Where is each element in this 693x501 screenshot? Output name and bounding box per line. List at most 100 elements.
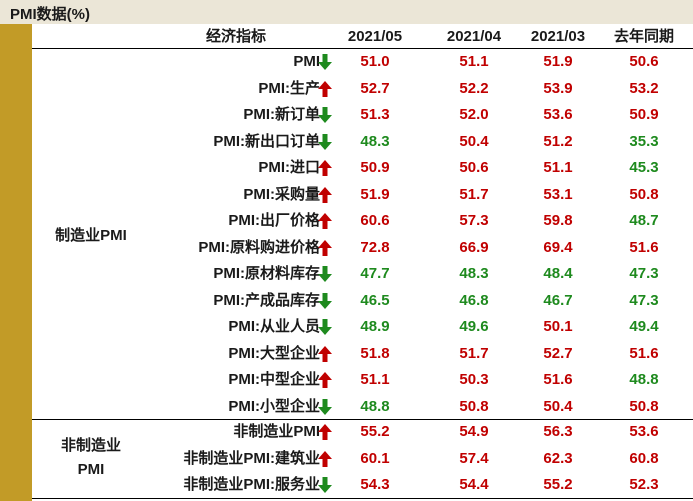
value-2021-03: 55.2: [543, 476, 573, 493]
indicator-name: PMI:新订单: [243, 106, 320, 123]
value-2021-05: 51.0: [360, 53, 390, 70]
value-2021-04: 50.8: [459, 397, 489, 415]
arrow-up-icon: [318, 341, 336, 368]
value-last-year: 51.6: [629, 344, 659, 362]
value-2021-05: 48.9: [360, 318, 390, 335]
value-2021-03: 53.1: [543, 185, 573, 203]
table-row: 非制造业PMI:建筑业 60.1 57.4 62.3 60.8: [0, 446, 693, 473]
indicator-name: PMI:采购量: [243, 185, 320, 203]
table-row: PMI 51.0 51.1 51.9 50.6: [0, 49, 693, 76]
value-2021-05: 51.8: [360, 344, 390, 362]
value-2021-05: 52.7: [360, 79, 390, 97]
value-2021-04: 57.4: [459, 449, 489, 467]
value-2021-05: 50.9: [360, 159, 390, 176]
value-last-year: 48.7: [629, 212, 659, 229]
table-row: PMI:进口 50.9 50.6 51.1 45.3: [0, 155, 693, 182]
value-last-year: 53.2: [629, 79, 659, 97]
table-row: 非制造业PMI:服务业 54.3 54.4 55.2 52.3: [0, 472, 693, 499]
value-last-year: 52.3: [629, 476, 659, 493]
value-last-year: 51.6: [629, 238, 659, 256]
accent-strip: [0, 24, 32, 501]
table-row: PMI:原料购进价格 72.8 66.9 69.4 51.6: [0, 235, 693, 262]
arrow-up-icon: [318, 155, 336, 182]
group-label-nonmanufacturing-line2: PMI: [77, 461, 105, 478]
value-2021-04: 51.7: [459, 185, 489, 203]
arrow-down-icon: [318, 129, 336, 156]
value-2021-04: 54.4: [459, 476, 489, 493]
value-2021-04: 54.9: [459, 423, 489, 440]
arrow-down-icon: [318, 49, 336, 76]
value-last-year: 50.9: [629, 106, 659, 123]
value-2021-05: 48.8: [360, 397, 390, 415]
indicator-name: PMI:出厂价格: [228, 212, 320, 229]
value-2021-03: 53.6: [543, 106, 573, 123]
arrow-up-icon: [318, 208, 336, 235]
arrow-down-icon: [318, 102, 336, 129]
arrow-down-icon: [318, 394, 336, 421]
indicator-name: PMI:新出口订单: [213, 132, 320, 150]
value-2021-03: 51.2: [543, 132, 573, 150]
indicator-name: PMI:产成品库存: [213, 291, 320, 309]
value-2021-03: 56.3: [543, 423, 573, 440]
arrow-up-icon: [318, 446, 336, 473]
value-last-year: 50.6: [629, 53, 659, 70]
indicator-name: PMI: [293, 53, 320, 70]
arrow-down-icon: [318, 288, 336, 315]
indicator-name: PMI:小型企业: [228, 397, 320, 415]
indicator-name: PMI:中型企业: [228, 371, 320, 388]
table-row: PMI:产成品库存 46.5 46.8 46.7 47.3: [0, 288, 693, 315]
indicator-name: PMI:从业人员: [228, 318, 320, 335]
indicator-name: 非制造业PMI: [233, 423, 320, 440]
header-indicator: 经济指标: [205, 28, 266, 45]
value-last-year: 53.6: [629, 423, 659, 440]
indicator-name: PMI:进口: [258, 159, 320, 176]
arrow-up-icon: [318, 419, 336, 446]
table-row: PMI:生产 52.7 52.2 53.9 53.2: [0, 76, 693, 103]
title-bar: PMI数据(%): [0, 0, 693, 24]
value-2021-04: 50.6: [459, 159, 489, 176]
arrow-up-icon: [318, 235, 336, 262]
value-2021-03: 59.8: [543, 212, 573, 229]
table-row: PMI:中型企业 51.1 50.3 51.6 48.8: [0, 367, 693, 394]
table-row: PMI:新订单 51.3 52.0 53.6 50.9: [0, 102, 693, 129]
value-2021-03: 52.7: [543, 344, 573, 362]
indicator-name: PMI:大型企业: [228, 344, 320, 362]
header-rule: [32, 48, 693, 49]
table-row: PMI:原材料库存 47.7 48.3 48.4 47.3: [0, 261, 693, 288]
value-2021-03: 62.3: [543, 449, 573, 467]
value-2021-05: 51.9: [360, 185, 390, 203]
value-2021-05: 60.1: [360, 449, 390, 467]
table-row: 非制造业PMI 55.2 54.9 56.3 53.6: [0, 419, 693, 446]
value-2021-04: 51.7: [459, 344, 489, 362]
value-2021-05: 60.6: [360, 212, 390, 229]
header-2021-04: 2021/04: [446, 28, 502, 45]
group-label-manufacturing: 制造业PMI: [55, 227, 127, 244]
value-2021-03: 50.1: [543, 318, 573, 335]
table-row: PMI:采购量 51.9 51.7 53.1 50.8: [0, 182, 693, 209]
table-row: PMI:小型企业 48.8 50.8 50.4 50.8: [0, 394, 693, 421]
header-last-year: 去年同期: [613, 28, 674, 45]
arrow-up-icon: [318, 76, 336, 103]
value-last-year: 47.3: [629, 265, 659, 282]
group-label-nonmanufacturing-line1: 非制造业: [60, 437, 121, 454]
table-row: PMI:从业人员 48.9 49.6 50.1 49.4: [0, 314, 693, 341]
value-2021-05: 72.8: [360, 238, 390, 256]
value-last-year: 45.3: [629, 159, 659, 176]
table-row: PMI:大型企业 51.8 51.7 52.7 51.6: [0, 341, 693, 368]
value-2021-03: 51.6: [543, 371, 573, 388]
group-divider: [32, 419, 693, 420]
value-2021-04: 57.3: [459, 212, 489, 229]
value-2021-04: 46.8: [459, 291, 489, 309]
indicator-name: PMI:原料购进价格: [198, 238, 320, 256]
value-2021-03: 48.4: [543, 265, 573, 282]
value-2021-03: 46.7: [543, 291, 573, 309]
arrow-up-icon: [318, 367, 336, 394]
value-2021-03: 51.9: [543, 53, 573, 70]
indicator-name: 非制造业PMI:服务业: [183, 476, 320, 493]
arrow-down-icon: [318, 261, 336, 288]
value-last-year: 60.8: [629, 449, 659, 467]
value-2021-04: 52.2: [459, 79, 489, 97]
value-last-year: 48.8: [629, 371, 659, 388]
value-2021-03: 51.1: [543, 159, 573, 176]
value-2021-05: 48.3: [360, 132, 390, 150]
